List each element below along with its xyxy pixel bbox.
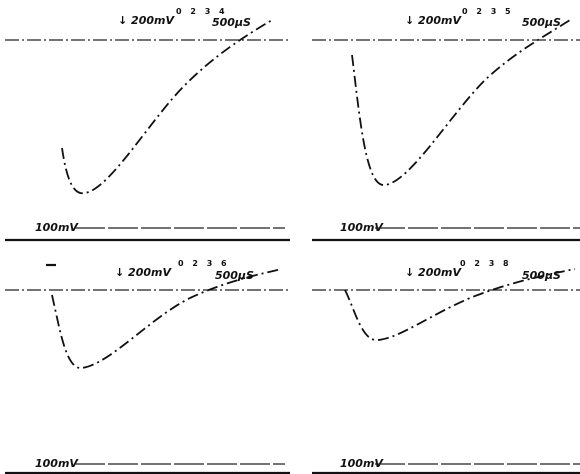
trace xyxy=(62,20,272,193)
panel: ↓ 200mV 0 2 3 8 500µS 100mV xyxy=(312,259,580,473)
panel: ↓ 200mV 0 2 3 6 500µS 100mV xyxy=(5,259,290,473)
time-label: 500µS xyxy=(215,269,254,282)
scale-label: ↓ 200mV xyxy=(118,14,175,27)
panel: ↓ 200mV 0 2 3 5 500µS 100mV xyxy=(312,7,580,240)
time-label: 500µS xyxy=(522,16,561,29)
marker-digits: 0 2 3 6 xyxy=(178,259,230,268)
marker-digits: 0 2 3 8 xyxy=(460,259,512,268)
figure: ↓ 200mV 0 2 3 4 500µS 100mV ↓ 200mV 0 2 … xyxy=(0,0,580,474)
time-label: 500µS xyxy=(212,16,251,29)
scale-label: ↓ 200mV xyxy=(405,14,462,27)
bottom-label: 100mV xyxy=(35,221,79,234)
scale-label: ↓ 200mV xyxy=(115,266,172,279)
marker-digits: 0 2 3 4 xyxy=(176,7,228,16)
scale-label: ↓ 200mV xyxy=(405,266,462,279)
trace xyxy=(52,269,282,368)
panel: ↓ 200mV 0 2 3 4 500µS 100mV xyxy=(5,7,290,240)
trace xyxy=(352,20,570,185)
marker-digits: 0 2 3 5 xyxy=(462,7,514,16)
bottom-label: 100mV xyxy=(35,457,79,470)
